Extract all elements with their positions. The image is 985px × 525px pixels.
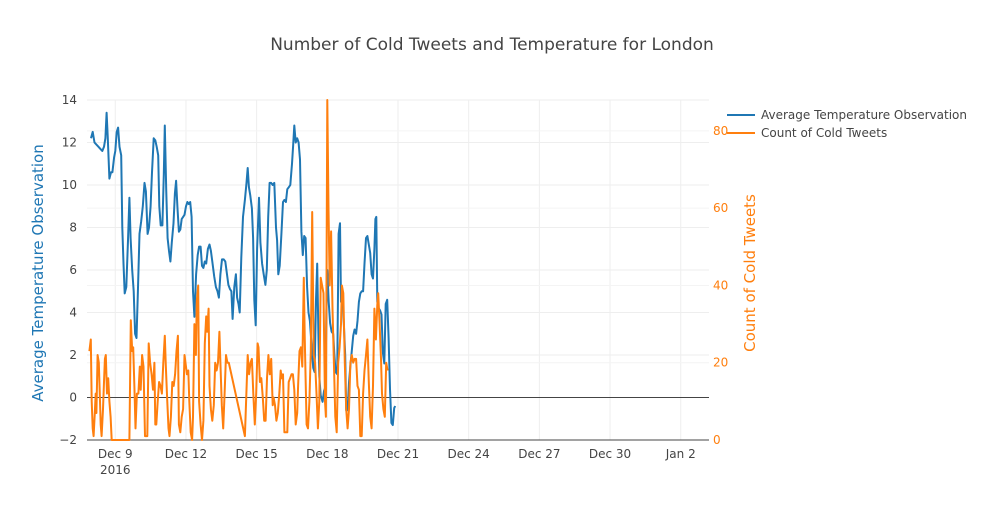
legend: Average Temperature Observation Count of…	[727, 108, 967, 140]
chart-title: Number of Cold Tweets and Temperature fo…	[270, 35, 714, 55]
y2-tick-label-0: 0	[713, 433, 721, 447]
x-tick-sublabel-0: 2016	[100, 463, 131, 477]
y-tick-label-2: 2	[69, 348, 77, 362]
y2-tick-label-3: 60	[713, 201, 728, 215]
x-tick-label-0: Dec 9	[98, 447, 133, 461]
x-tick-label-1: Dec 12	[165, 447, 207, 461]
y-axis-title: Average Temperature Observation	[29, 144, 47, 402]
legend-item-cold-tweets[interactable]: Count of Cold Tweets	[727, 126, 887, 140]
y-tick-label-1: 0	[69, 391, 77, 405]
x-tick-label-8: Jan 2	[665, 447, 696, 461]
y2-tick-label-1: 20	[713, 356, 728, 370]
y-tick-label-4: 6	[69, 263, 77, 277]
x-tick-label-3: Dec 18	[306, 447, 348, 461]
y-tick-label-3: 4	[69, 306, 77, 320]
y2-tick-label-4: 80	[713, 124, 728, 138]
series-layer	[88, 99, 397, 441]
y-tick-label-5: 8	[69, 221, 77, 235]
x-tick-label-2: Dec 15	[235, 447, 277, 461]
series-line-cold-tweets	[88, 99, 389, 441]
y-tick-label-7: 12	[62, 136, 77, 150]
legend-label-cold-tweets: Count of Cold Tweets	[761, 126, 887, 140]
grid-layer	[87, 99, 709, 441]
x-tick-label-5: Dec 24	[448, 447, 490, 461]
ticks-layer: Dec 9 2016 Dec 12 Dec 15 Dec 18 Dec 21 Dec 24 D…	[59, 93, 728, 477]
y-tick-label-8: 14	[62, 93, 77, 107]
y2-tick-label-2: 40	[713, 278, 728, 292]
y-tick-label-0: −2	[59, 433, 77, 447]
legend-label-temperature: Average Temperature Observation	[761, 108, 967, 122]
y2-axis-title: Count of Cold Tweets	[741, 194, 759, 352]
series-line-temperature	[90, 111, 397, 427]
x-tick-label-4: Dec 21	[377, 447, 419, 461]
x-tick-label-7: Dec 30	[589, 447, 631, 461]
x-tick-label-6: Dec 27	[518, 447, 560, 461]
y-tick-label-6: 10	[62, 178, 77, 192]
legend-item-temperature[interactable]: Average Temperature Observation	[727, 108, 967, 122]
